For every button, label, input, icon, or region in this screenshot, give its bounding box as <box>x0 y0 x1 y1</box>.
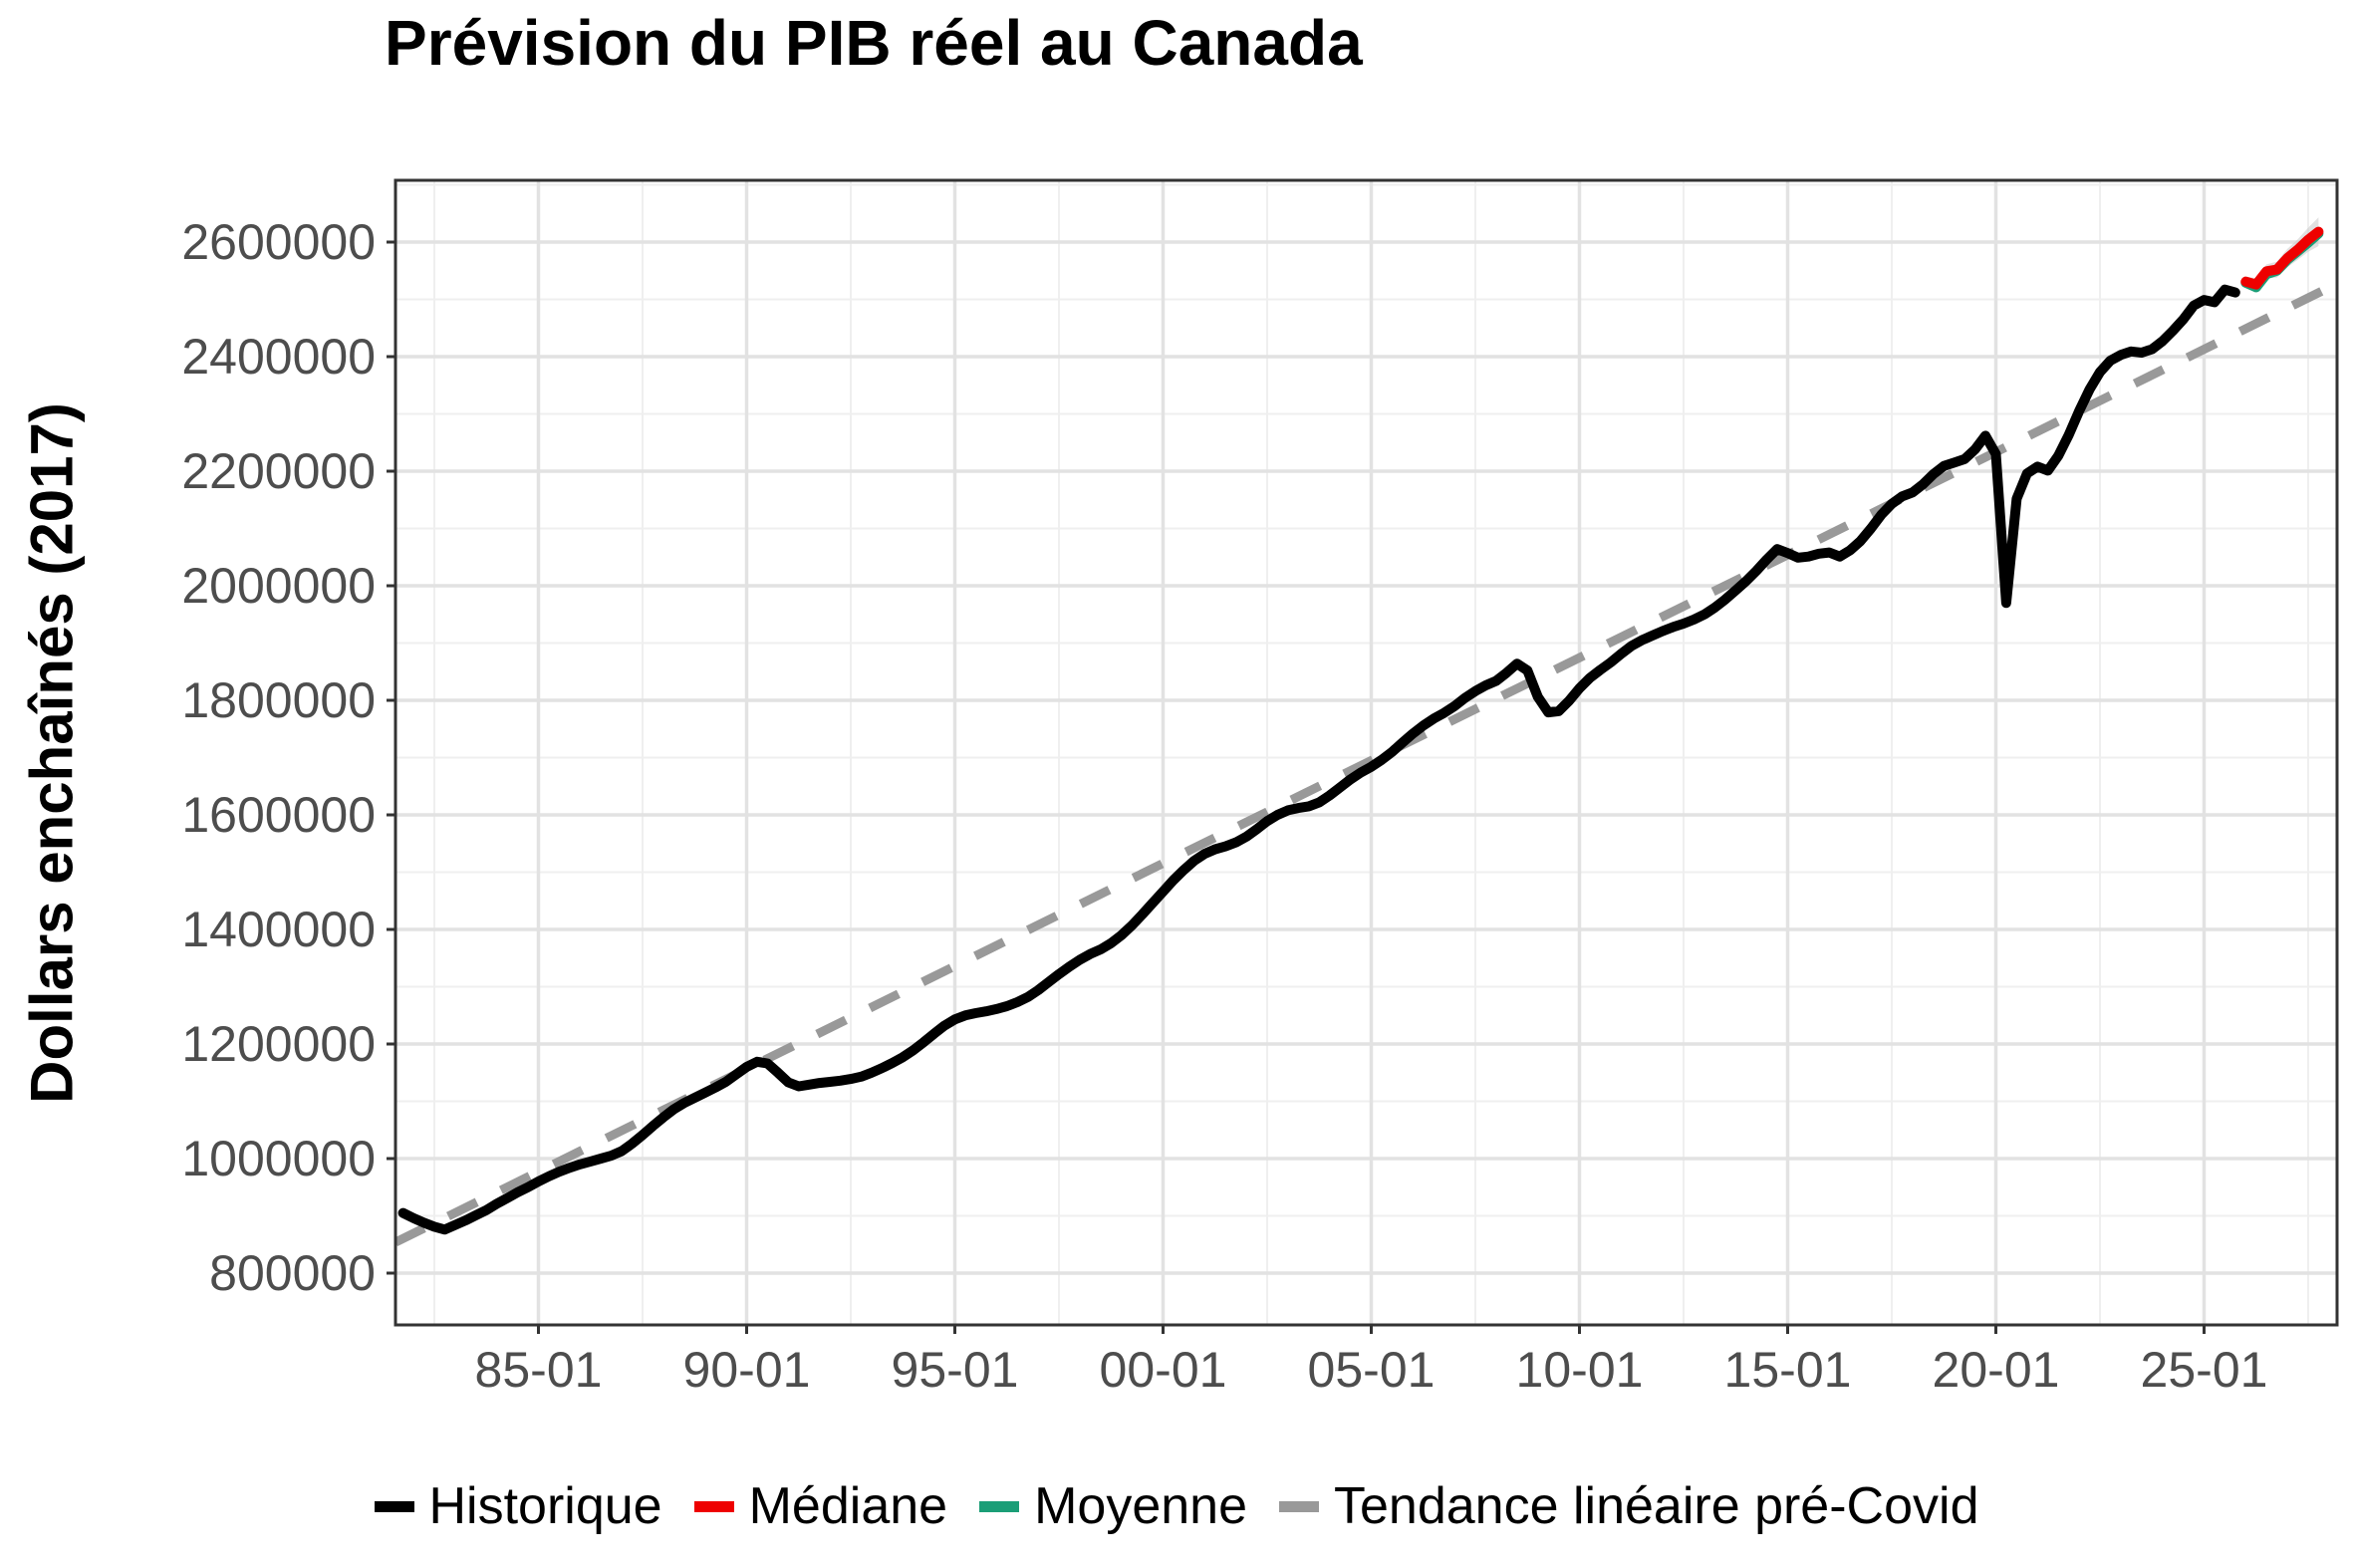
x-tick-label: 90-01 <box>683 1342 811 1398</box>
x-tick-label: 00-01 <box>1100 1342 1227 1398</box>
y-tick-label: 1200000 <box>181 1016 376 1072</box>
x-tick-label: 10-01 <box>1516 1342 1644 1398</box>
moyenne-key-line <box>979 1500 1020 1512</box>
mediane-key-line <box>693 1500 734 1512</box>
gridlines-minor <box>395 180 2337 1325</box>
y-tick-label: 1800000 <box>181 672 376 728</box>
y-tick-label: 1400000 <box>181 902 376 957</box>
axis-ticks <box>387 240 2206 1334</box>
gridlines-major <box>395 180 2337 1325</box>
legend-label: Moyenne <box>1034 1477 1247 1535</box>
x-tick-label: 95-01 <box>892 1342 1019 1398</box>
legend-label: Historique <box>428 1477 662 1535</box>
tendance-key-line <box>1279 1500 1319 1512</box>
historique-key-line <box>374 1500 414 1512</box>
y-tick-label: 1000000 <box>181 1131 376 1186</box>
x-tick-label: 85-01 <box>475 1342 603 1398</box>
y-tick-label: 800000 <box>209 1245 376 1301</box>
legend: Historique Médiane Moyenne Tendance liné… <box>0 1476 2353 1536</box>
y-tick-label: 2400000 <box>181 329 376 385</box>
y-tick-label: 2600000 <box>181 214 376 270</box>
y-tick-label: 1600000 <box>181 787 376 843</box>
legend-item-historique: Historique <box>374 1476 662 1536</box>
historical-line <box>397 284 2240 1235</box>
chart-title: Prévision du PIB réel au Canada <box>385 7 1363 79</box>
legend-item-mediane: Médiane <box>693 1476 948 1536</box>
x-tick-label: 20-01 <box>1933 1342 2060 1398</box>
legend-label: Tendance linéaire pré-Covid <box>1334 1477 1979 1535</box>
x-tick-label: 15-01 <box>1724 1342 1852 1398</box>
y-tick-labels: 800000 1000000 1200000 1400000 1600000 180000… <box>181 214 376 1301</box>
y-tick-label: 2000000 <box>181 558 376 614</box>
x-tick-labels: 85-01 90-01 95-01 00-01 05-01 10-01 15-01 20-01… <box>475 1342 2268 1398</box>
median-line <box>2240 226 2324 290</box>
x-tick-label: 25-01 <box>2141 1342 2268 1398</box>
y-tick-label: 2200000 <box>181 443 376 499</box>
x-tick-label: 05-01 <box>1308 1342 1436 1398</box>
legend-item-moyenne: Moyenne <box>979 1476 1247 1536</box>
legend-label: Médiane <box>748 1477 948 1535</box>
panel-border <box>393 178 2339 1327</box>
legend-item-tendance: Tendance linéaire pré-Covid <box>1279 1476 1979 1536</box>
